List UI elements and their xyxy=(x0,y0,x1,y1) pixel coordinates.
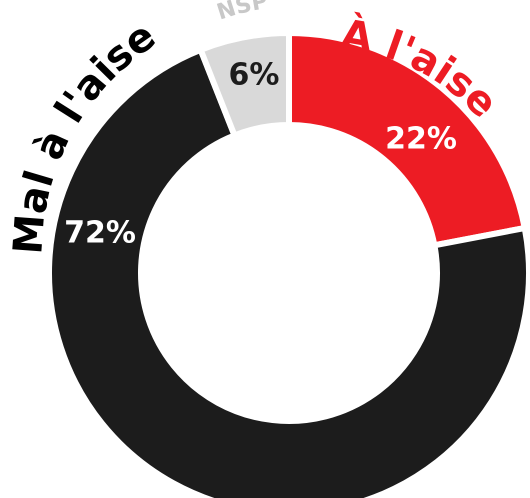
slice-a-l-aise xyxy=(286,29,529,249)
slice-value-nsp: 6% xyxy=(229,58,280,93)
slices-group xyxy=(46,29,530,498)
slice-nsp xyxy=(196,29,292,140)
slice-mal-a-l-aise xyxy=(46,45,530,498)
slice-value-mal-a-l-aise: 72% xyxy=(64,216,136,251)
slice-value-a-l-aise: 22% xyxy=(385,122,457,157)
slice-label-nsp: NSP xyxy=(214,0,270,25)
